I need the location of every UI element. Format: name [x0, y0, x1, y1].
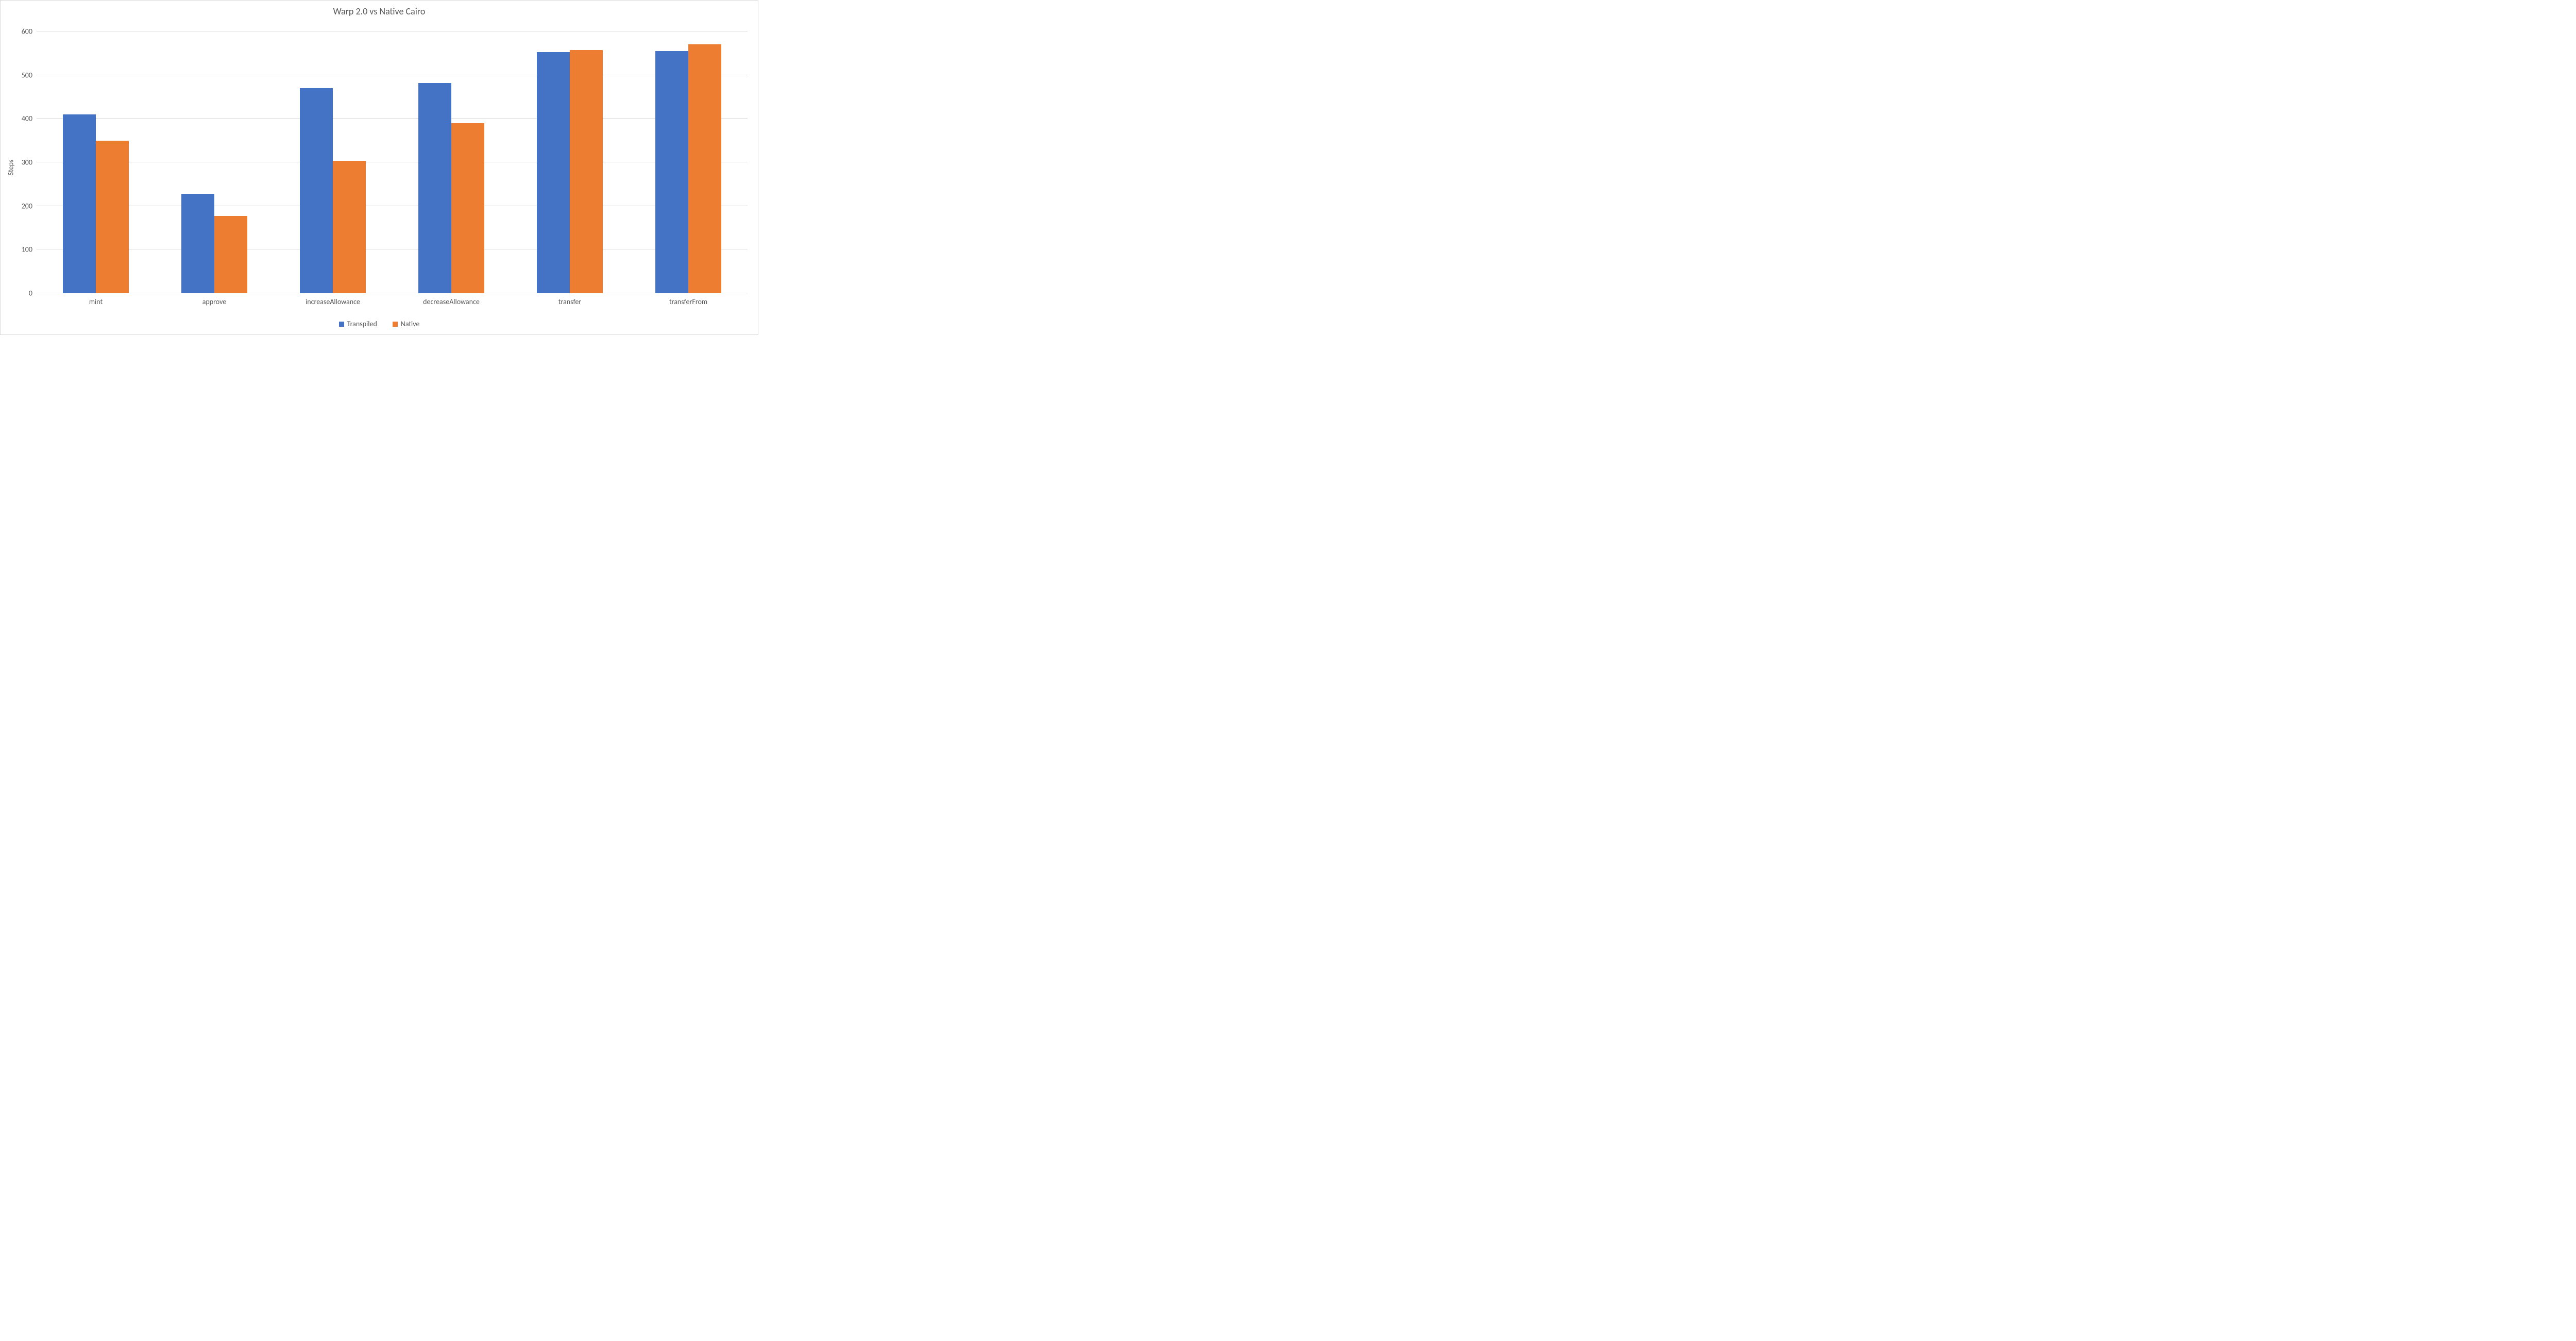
chart-container: Warp 2.0 vs Native Cairo Steps 010020030… — [0, 0, 758, 335]
plot-area: 0100200300400500600 mintapproveincreaseA… — [37, 31, 748, 293]
legend-item-transpiled: Transpiled — [339, 320, 377, 328]
category-group: mint — [37, 31, 155, 293]
category-group: approve — [155, 31, 274, 293]
x-tick-label: transfer — [511, 293, 629, 306]
bar-transpiled — [300, 88, 333, 293]
y-tick-label: 600 — [22, 27, 37, 36]
x-tick-label: transferFrom — [629, 293, 748, 306]
x-tick-label: approve — [155, 293, 274, 306]
y-tick-label: 300 — [22, 158, 37, 167]
bar-transpiled — [63, 114, 96, 293]
y-axis-title: Steps — [7, 160, 15, 176]
chart-title: Warp 2.0 vs Native Cairo — [1, 6, 758, 17]
y-tick-label: 100 — [22, 245, 37, 254]
bar-transpiled — [418, 83, 451, 293]
bar-native — [688, 44, 721, 293]
legend-item-native: Native — [393, 320, 420, 328]
bar-native — [96, 141, 129, 293]
bars-layer: mintapproveincreaseAllowancedecreaseAllo… — [37, 31, 748, 293]
y-tick-label: 0 — [29, 289, 37, 298]
bar-native — [570, 50, 603, 293]
bar-transpiled — [181, 194, 214, 293]
legend-label: Native — [401, 320, 420, 328]
category-group: increaseAllowance — [274, 31, 392, 293]
x-tick-label: increaseAllowance — [274, 293, 392, 306]
legend-label: Transpiled — [347, 320, 377, 328]
category-group: transferFrom — [629, 31, 748, 293]
legend: Transpiled Native — [1, 320, 758, 328]
legend-swatch — [339, 322, 344, 327]
bar-transpiled — [537, 52, 570, 293]
y-tick-label: 400 — [22, 114, 37, 123]
bar-transpiled — [655, 51, 688, 293]
bar-native — [214, 216, 247, 293]
category-group: transfer — [511, 31, 629, 293]
legend-swatch — [393, 322, 398, 327]
y-tick-label: 200 — [22, 202, 37, 210]
x-tick-label: mint — [37, 293, 155, 306]
category-group: decreaseAllowance — [392, 31, 511, 293]
bar-native — [451, 123, 484, 293]
x-tick-label: decreaseAllowance — [392, 293, 511, 306]
y-tick-label: 500 — [22, 71, 37, 79]
bar-native — [333, 161, 366, 293]
